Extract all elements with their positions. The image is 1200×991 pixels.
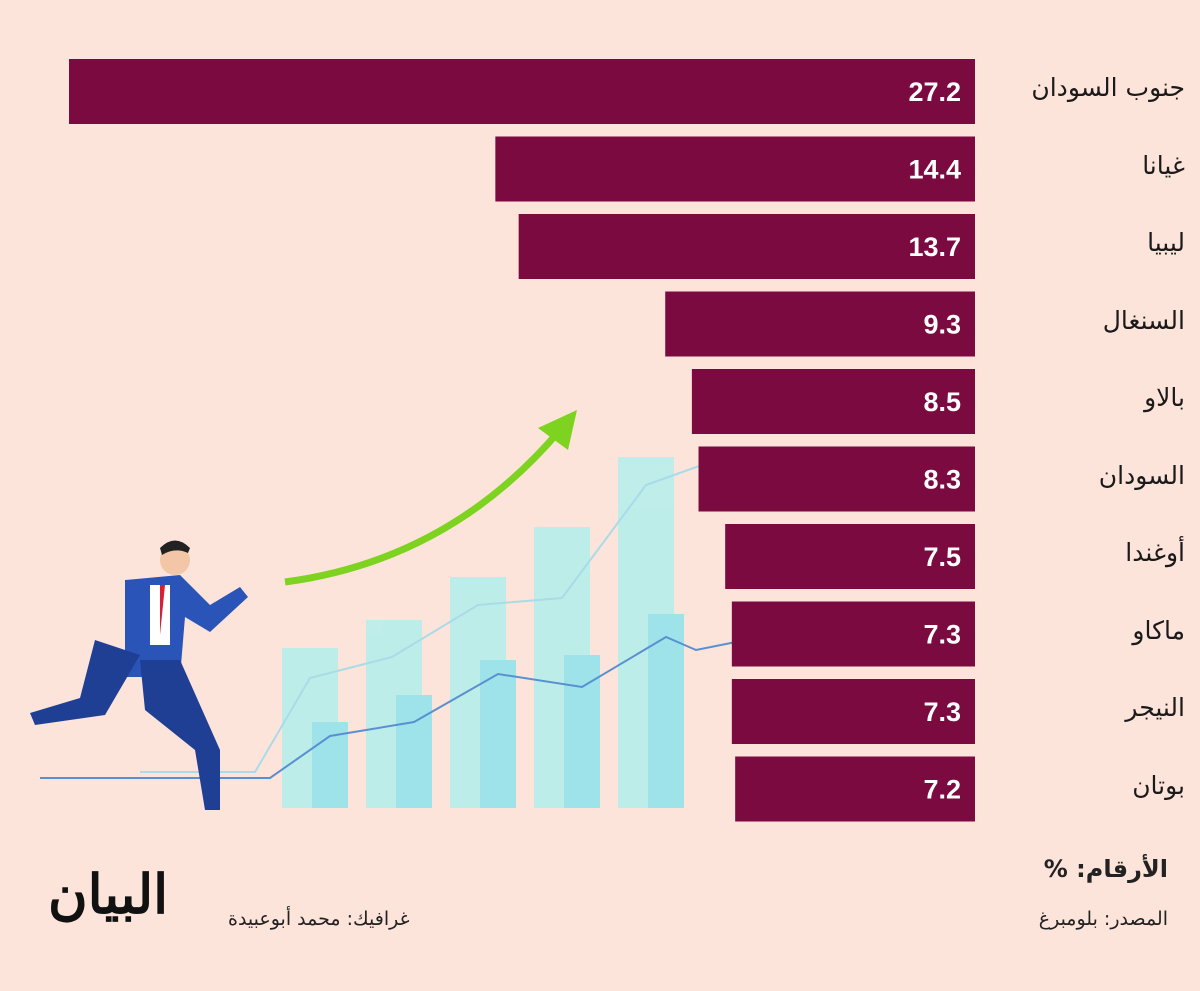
bar-value-label: 7.3 — [923, 620, 961, 650]
bar — [518, 214, 975, 279]
bar — [495, 136, 975, 202]
bar-value-label: 13.7 — [908, 232, 961, 262]
bar-value-label: 27.2 — [908, 77, 961, 107]
category-label: ليبيا — [1147, 228, 1185, 257]
category-label: جنوب السودان — [1031, 73, 1185, 102]
bar — [725, 524, 975, 589]
bar — [698, 446, 975, 512]
unit-note: الأرقام: % — [1043, 855, 1168, 883]
bar — [735, 756, 975, 822]
bar-value-label: 14.4 — [908, 155, 961, 185]
bar — [731, 601, 975, 667]
source-note: المصدر: بلومبرغ — [1038, 908, 1168, 930]
category-label: السودان — [1098, 460, 1185, 490]
runner-growth-illustration — [30, 410, 747, 810]
category-label: غيانا — [1142, 150, 1185, 180]
decor-line-light — [140, 459, 717, 773]
logo: البيان — [48, 862, 169, 926]
category-label: أوغندا — [1125, 538, 1185, 567]
category-label: بوتان — [1132, 770, 1185, 800]
bar-value-label: 8.5 — [923, 387, 961, 417]
category-label: بالاو — [1144, 383, 1185, 412]
bar-value-label: 9.3 — [923, 310, 961, 340]
bar — [691, 369, 975, 434]
decor-bars — [282, 457, 684, 808]
bar — [69, 59, 975, 124]
bar-value-label: 7.3 — [923, 697, 961, 727]
category-label: السنغال — [1102, 305, 1185, 335]
bar-value-label: 8.3 — [923, 465, 961, 495]
bar-value-label: 7.2 — [923, 775, 961, 805]
credit-note: غرافيك: محمد أبوعبيدة — [228, 908, 410, 930]
bar — [731, 679, 975, 744]
bar — [665, 291, 975, 357]
category-label: النيجر — [1125, 693, 1185, 722]
category-label: ماكاو — [1132, 615, 1185, 645]
growth-arrow-icon — [284, 427, 563, 586]
bar-value-label: 7.5 — [923, 542, 961, 572]
decor-line-dark — [40, 635, 747, 779]
businessman-icon — [30, 540, 248, 810]
